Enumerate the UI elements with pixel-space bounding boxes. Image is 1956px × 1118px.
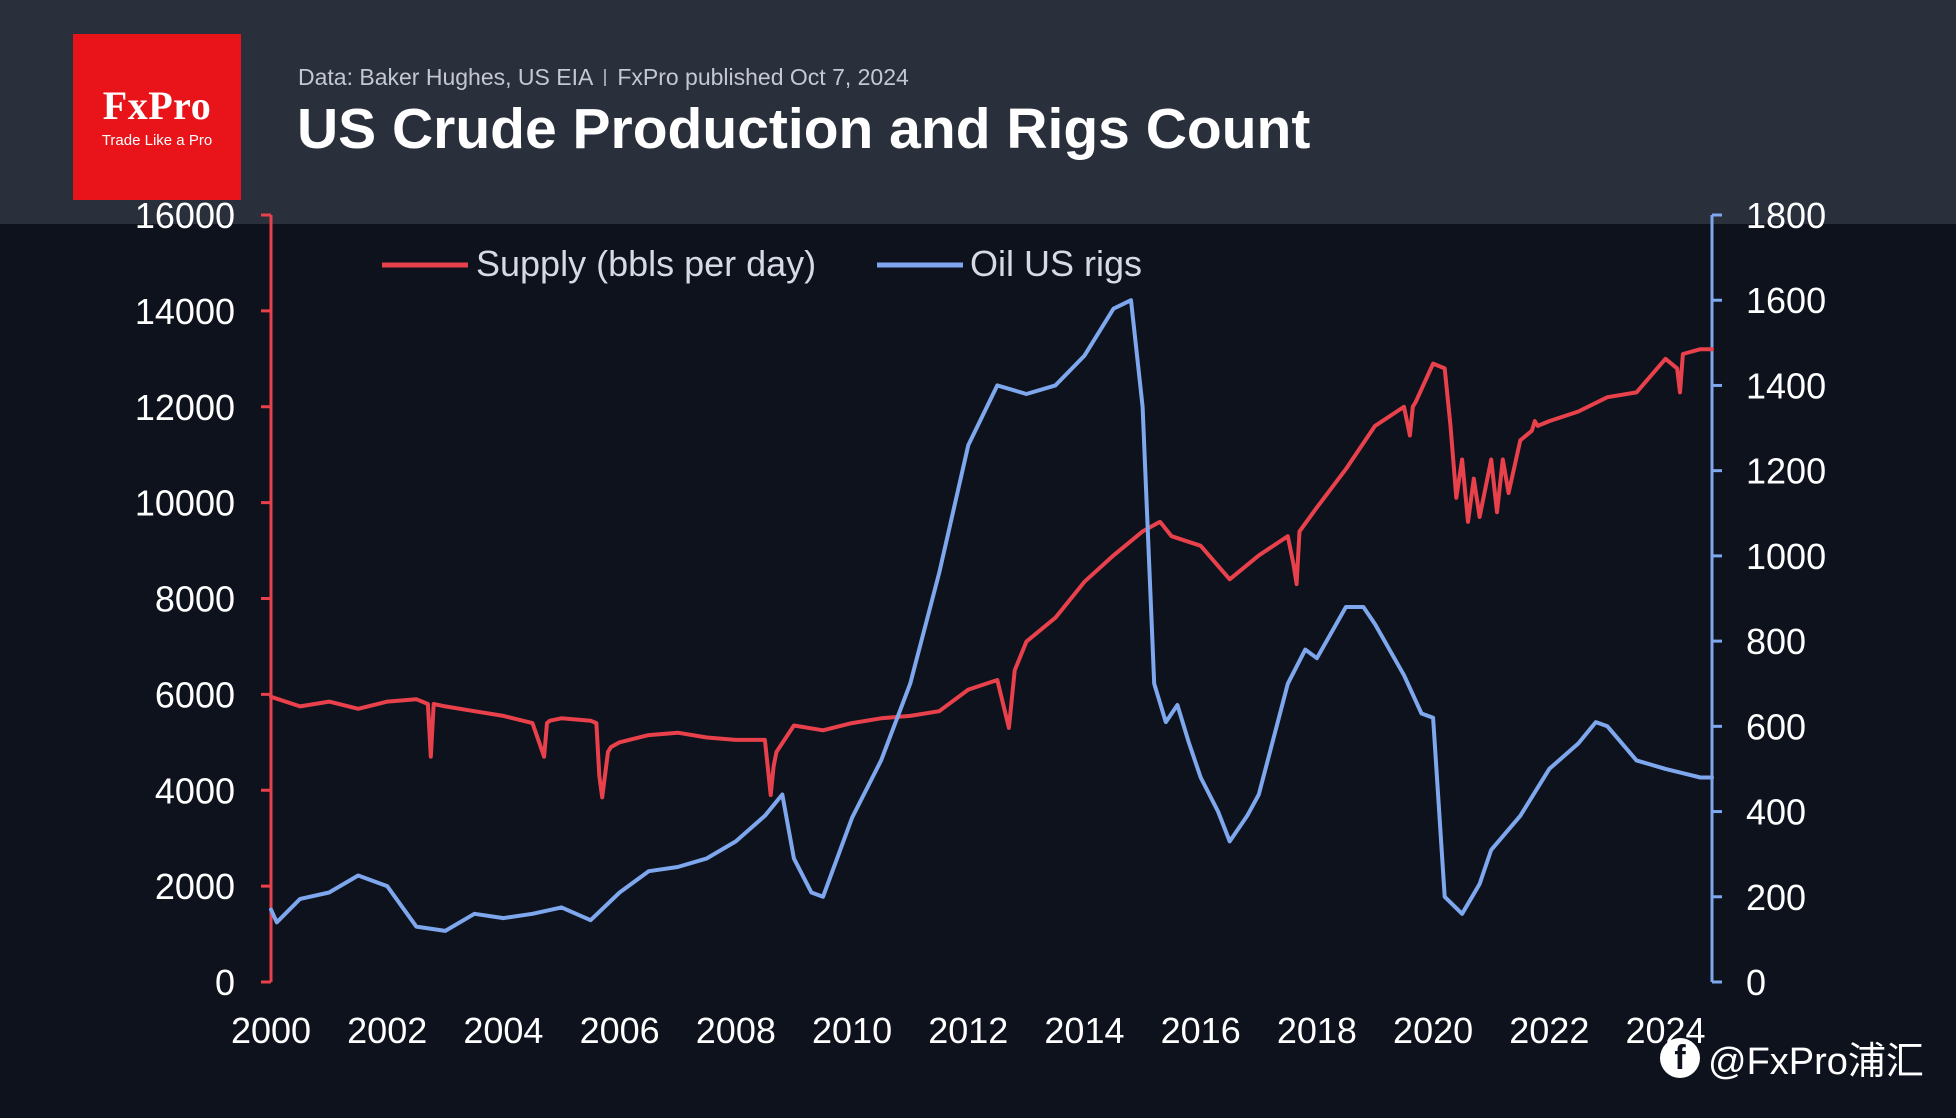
right-tick-label: 1000 — [1746, 536, 1826, 577]
source-line: Data: Baker Hughes, US EIA FxPro publish… — [298, 64, 909, 91]
x-tick-label: 2018 — [1277, 1010, 1357, 1051]
left-tick-label: 12000 — [135, 387, 235, 428]
x-tick-label: 2010 — [812, 1010, 892, 1051]
x-tick-label: 2016 — [1161, 1010, 1241, 1051]
left-tick-label: 14000 — [135, 291, 235, 332]
supply-series-line — [269, 347, 1714, 800]
x-tick-label: 2002 — [347, 1010, 427, 1051]
series-layer — [269, 298, 1714, 933]
legend-label-supply: Supply (bbls per day) — [476, 243, 816, 284]
separator — [604, 69, 607, 86]
logo-brand: FxPro — [102, 83, 212, 128]
right-tick-label: 1600 — [1746, 280, 1826, 321]
left-tick-label: 16000 — [135, 195, 235, 236]
fxpro-logo: FxPro Trade Like a Pro — [73, 34, 241, 200]
right-tick-label: 400 — [1746, 792, 1806, 833]
right-tick-label: 1800 — [1746, 195, 1826, 236]
left-tick-label: 8000 — [155, 579, 235, 620]
watermark-text: @FxPro浦汇 — [1708, 1041, 1924, 1083]
right-tick-label: 0 — [1746, 962, 1766, 1003]
x-tick-label: 2014 — [1044, 1010, 1124, 1051]
rigs-series-line — [269, 298, 1714, 933]
watermark: f @FxPro浦汇 — [1660, 1030, 1924, 1085]
published-date: FxPro published Oct 7, 2024 — [617, 64, 909, 90]
header-bar: FxPro Trade Like a Pro Data: Baker Hughe… — [0, 0, 1956, 224]
x-tick-label: 2000 — [231, 1010, 311, 1051]
logo-tagline: Trade Like a Pro — [101, 132, 213, 149]
left-tick-label: 4000 — [155, 770, 235, 811]
x-tick-label: 2004 — [463, 1010, 543, 1051]
x-tick-label: 2020 — [1393, 1010, 1473, 1051]
left-tick-label: 0 — [215, 962, 235, 1003]
facebook-icon: f — [1660, 1037, 1700, 1078]
x-tick-label: 2022 — [1509, 1010, 1589, 1051]
right-tick-label: 200 — [1746, 877, 1806, 918]
axes-layer: 0 2000 4000 6000 8000 10000 12000 14000 16000 0 20… — [135, 195, 1826, 1051]
data-source: Data: Baker Hughes, US EIA — [298, 64, 594, 90]
chart-title: US Crude Production and Rigs Count — [297, 97, 1311, 161]
right-tick-label: 1400 — [1746, 365, 1826, 406]
left-tick-label: 6000 — [155, 674, 235, 715]
right-tick-label: 600 — [1746, 706, 1806, 747]
legend-label-rigs: Oil US rigs — [970, 243, 1142, 284]
x-tick-label: 2012 — [928, 1010, 1008, 1051]
x-tick-label: 2006 — [580, 1010, 660, 1051]
left-tick-label: 2000 — [155, 866, 235, 907]
legend: Supply (bbls per day) Oil US rigs — [382, 243, 1142, 284]
x-tick-label: 2008 — [696, 1010, 776, 1051]
right-tick-label: 800 — [1746, 621, 1806, 662]
right-tick-label: 1200 — [1746, 451, 1826, 492]
left-tick-label: 10000 — [135, 483, 235, 524]
